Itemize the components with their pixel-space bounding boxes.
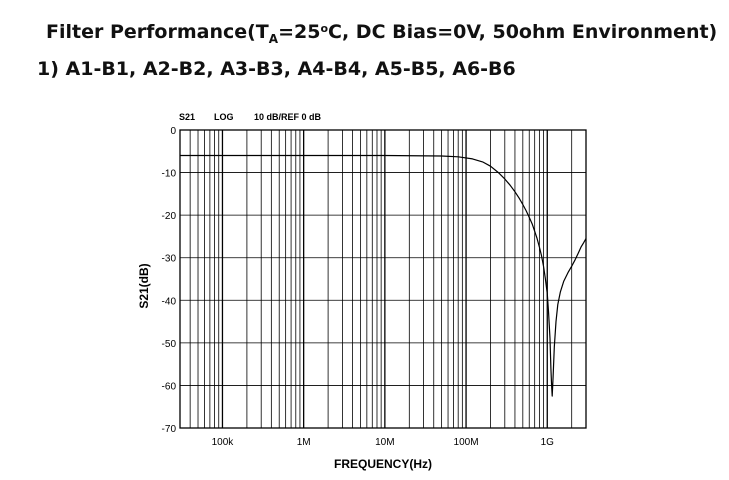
x-tick-label: 100M bbox=[454, 437, 479, 448]
plot-frame bbox=[179, 129, 587, 429]
y-tick-label: -40 bbox=[162, 296, 177, 307]
series-line-s21 bbox=[180, 154, 587, 397]
title-suffix: C, DC Bias=0V, 50ohm Environment) bbox=[328, 21, 718, 43]
y-tick-label: -60 bbox=[162, 381, 177, 392]
y-tick-label: -20 bbox=[162, 211, 177, 222]
x-tick-label: 1G bbox=[541, 437, 555, 448]
header-scale: LOG bbox=[214, 112, 234, 122]
x-tick-label: 100k bbox=[212, 437, 235, 448]
x-tick-labels: 100k 1M 10M 100M 1G bbox=[212, 437, 555, 448]
y-axis-label: S21(dB) bbox=[137, 263, 151, 308]
page-title: Filter Performance(TA=25oC, DC Bias=0V, … bbox=[46, 14, 717, 54]
x-axis-label: FREQUENCY(Hz) bbox=[334, 457, 432, 471]
title-degree: o bbox=[320, 22, 329, 35]
y-tick-label: -30 bbox=[162, 254, 177, 265]
title-subscript: A bbox=[268, 32, 279, 46]
title-prefix: Filter Performance(T bbox=[46, 21, 269, 43]
series-layer bbox=[180, 154, 587, 397]
channel-list: 1) A1-B1, A2-B2, A3-B3, A4-B4, A5-B5, A6… bbox=[37, 58, 516, 80]
y-tick-label: -50 bbox=[162, 339, 177, 350]
y-tick-label: -10 bbox=[162, 169, 177, 180]
y-tick-label: 0 bbox=[170, 126, 176, 137]
grid bbox=[180, 129, 586, 429]
x-tick-label: 1M bbox=[297, 437, 311, 448]
title-temperature: =25 bbox=[278, 21, 321, 43]
x-tick-label: 10M bbox=[375, 437, 394, 448]
header-param: S21 bbox=[179, 112, 195, 122]
y-tick-labels: 0 -10 -20 -30 -40 -50 -60 -70 bbox=[162, 126, 177, 435]
y-tick-label: -70 bbox=[162, 424, 177, 435]
title-block: Filter Performance(TA=25oC, DC Bias=0V, … bbox=[37, 14, 717, 84]
header-ref: 10 dB/REF 0 dB bbox=[254, 112, 322, 122]
